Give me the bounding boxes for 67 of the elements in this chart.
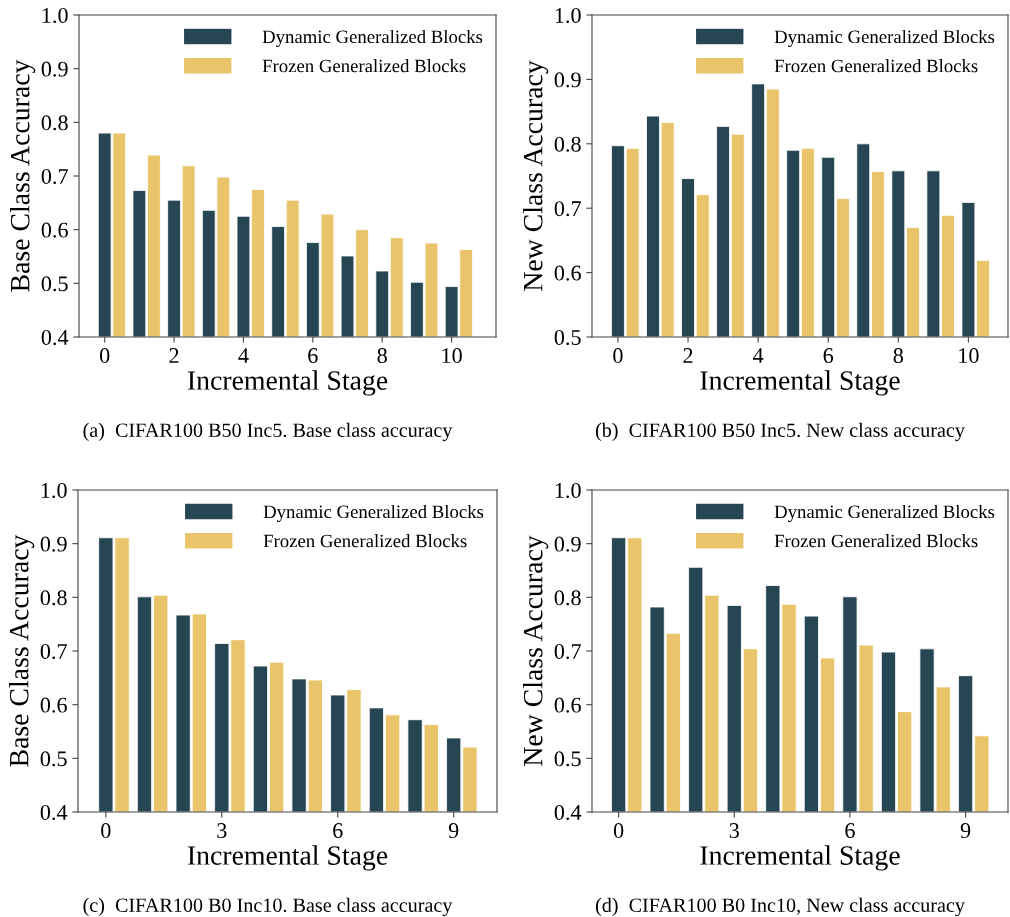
y-axis-title: Base Class Accuracy [9,59,36,292]
x-tick-label: 9 [960,823,971,839]
legend-label: Frozen Generalized Blocks [774,534,978,548]
y-tick-label: 0.4 [41,329,69,346]
y-tick-label: 1.0 [555,7,581,24]
y-tick-label: 0.7 [554,201,581,217]
x-axis-title: Incremental Stage [187,370,388,396]
x-tick-label: 4 [238,348,249,363]
y-tick-label: 0.8 [554,590,581,606]
y-tick-label: 0.6 [554,265,581,281]
x-tick-label: 0 [101,823,111,839]
legend-label: Dynamic Generalized Blocks [263,504,484,522]
legend-label: Frozen Generalized Blocks [774,59,978,73]
y-tick-label: 0.9 [554,72,581,88]
legend-label: Dynamic Generalized Blocks [262,29,483,47]
y-tick-label: 1.0 [41,482,67,499]
x-tick-label: 9 [448,823,459,839]
legend-label: Frozen Generalized Blocks [262,59,466,73]
y-tick-label: 0.8 [40,590,67,606]
x-tick-label: 6 [823,348,834,364]
y-tick-label: 0.8 [41,115,68,131]
text: (b) CIFAR100 B50 Inc5. New class accuracy [595,422,965,442]
x-tick-label: 2 [683,348,693,363]
text: (c) CIFAR100 B0 Inc10. Base class accuracy [83,897,453,917]
x-tick-label: 0 [613,823,624,839]
y-tick-label: 0.9 [41,61,68,77]
legend-label: Dynamic Generalized Blocks [774,504,995,522]
x-tick-label: 6 [845,823,855,839]
y-tick-label: 0.8 [554,136,581,152]
text: (d) CIFAR100 B0 Inc10, New class accuracy [595,897,965,917]
y-tick-label: 1.0 [42,7,68,24]
x-tick-label: 3 [729,823,739,839]
y-tick-label: 0.9 [554,536,581,552]
y-tick-label: 0.6 [40,697,67,713]
x-tick-label: 6 [308,348,318,364]
y-tick-label: 0.5 [41,276,68,292]
y-tick-label: 0.7 [40,643,67,660]
x-tick-label: 8 [893,348,904,364]
y-tick-label: 0.9 [40,536,67,552]
y-axis-title: New Class Accuracy [522,60,549,291]
legend-label: Frozen Generalized Blocks [263,534,467,548]
x-tick-label: 0 [613,348,623,364]
y-tick-label: 0.7 [41,168,68,185]
y-tick-label: 0.4 [40,804,68,821]
text: (a) CIFAR100 B50 Inc5. Base class accuracy [83,422,453,442]
x-tick-label: 2 [169,348,179,363]
x-tick-label: 4 [753,348,764,363]
y-tick-label: 0.5 [554,751,581,767]
x-tick-label: 10 [442,348,462,364]
y-tick-label: 0.7 [554,643,581,660]
y-tick-label: 0.6 [554,697,581,713]
x-axis-title: Incremental Stage [700,845,900,871]
x-tick-label: 6 [333,823,343,839]
legend-label: Dynamic Generalized Blocks [774,29,995,47]
y-tick-label: 1.0 [555,482,581,499]
x-tick-label: 8 [377,348,387,364]
y-tick-label: 0.5 [40,751,67,767]
x-axis-title: Incremental Stage [700,370,900,396]
y-tick-label: 0.4 [554,804,582,821]
y-tick-label: 0.5 [554,329,581,346]
y-axis-title: Base Class Accuracy [8,534,35,767]
x-axis-title: Incremental Stage [187,845,388,871]
y-tick-label: 0.6 [41,222,68,238]
x-tick-label: 10 [959,348,979,364]
x-tick-label: 0 [99,348,110,364]
x-tick-label: 3 [217,823,227,839]
y-axis-title: New Class Accuracy [522,535,549,766]
